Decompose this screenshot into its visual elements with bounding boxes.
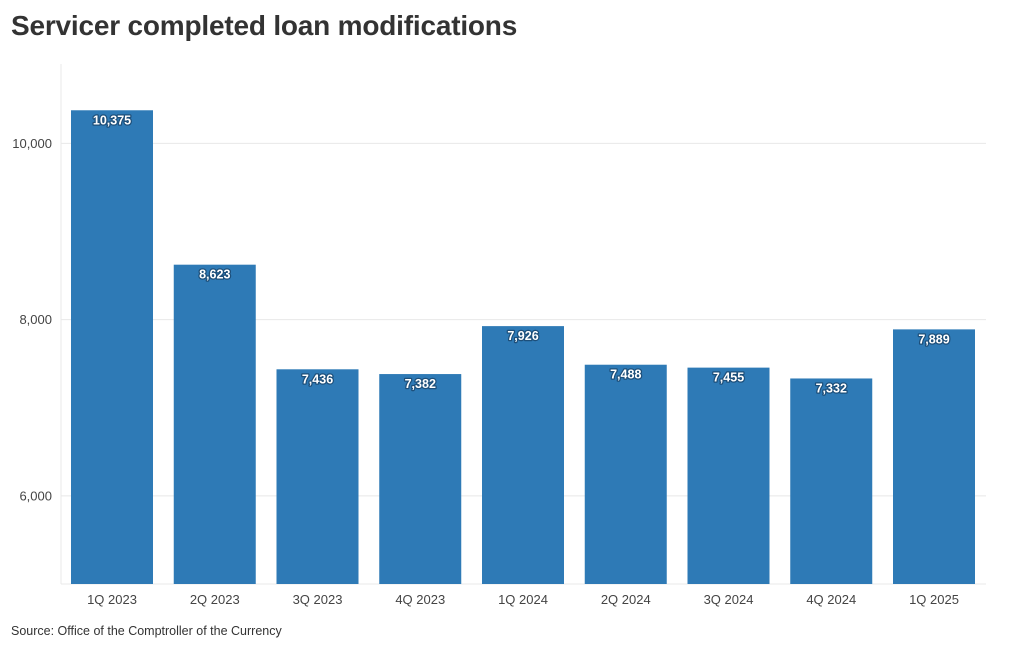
- x-tick-label: 3Q 2023: [293, 592, 343, 607]
- x-tick-label: 2Q 2023: [190, 592, 240, 607]
- bar-value-label: 7,488: [610, 368, 641, 382]
- x-tick-label: 1Q 2024: [498, 592, 548, 607]
- x-tick-label: 4Q 2023: [395, 592, 445, 607]
- bar-value-label: 7,889: [918, 332, 949, 346]
- x-tick-label: 2Q 2024: [601, 592, 651, 607]
- chart-title: Servicer completed loan modifications: [11, 10, 518, 41]
- bar-value-label: 7,926: [507, 329, 538, 343]
- bar-value-label: 7,455: [713, 371, 744, 385]
- bar: [173, 264, 256, 584]
- y-tick-label: 10,000: [12, 136, 52, 151]
- x-tick-label: 3Q 2024: [704, 592, 754, 607]
- x-tick-label: 1Q 2023: [87, 592, 137, 607]
- bar-value-labels: 10,375 8,623 7,436 7,382 7,926 7,488 7,455 7,33…: [92, 112, 951, 397]
- x-tick-label: 4Q 2024: [806, 592, 856, 607]
- bar: [482, 326, 564, 584]
- y-tick-label: 6,000: [19, 488, 52, 503]
- bar: [379, 374, 462, 584]
- bars: [71, 110, 975, 585]
- bar: [71, 110, 153, 585]
- x-tick-labels: 1Q 2023 2Q 2023 3Q 2023 4Q 2023 1Q 2024 2Q 20…: [87, 592, 959, 607]
- bar-value-label: 10,375: [93, 113, 131, 127]
- y-tick-label: 8,000: [19, 312, 52, 327]
- x-tick-label: 1Q 2025: [909, 592, 959, 607]
- source-note: Source: Office of the Comptroller of the…: [11, 624, 282, 638]
- bar: [687, 367, 770, 584]
- bar: [790, 378, 873, 584]
- bar: [893, 329, 975, 584]
- y-tick-labels: 6,000 8,000 10,000: [12, 136, 52, 504]
- bar-value-label: 8,623: [199, 268, 230, 282]
- bar-value-label: 7,436: [302, 372, 333, 386]
- bar: [276, 369, 359, 584]
- bar: [584, 364, 667, 584]
- bar-value-label: 7,332: [816, 381, 847, 395]
- bar-value-label: 7,382: [405, 377, 436, 391]
